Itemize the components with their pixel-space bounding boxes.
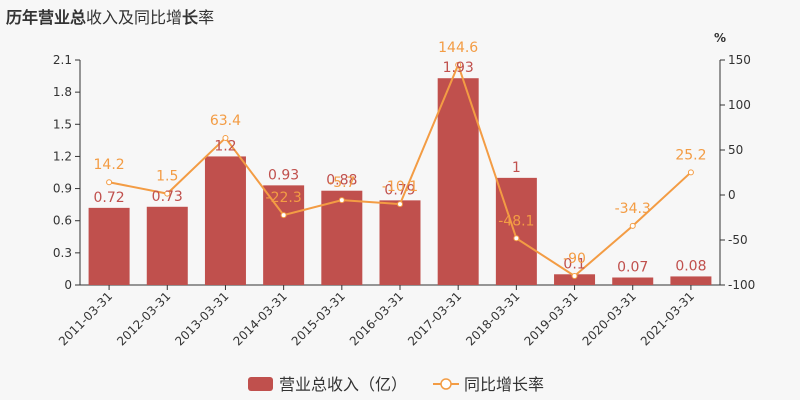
x-tick-label: 2014-03-31	[231, 289, 290, 348]
revenue-bar[interactable]	[321, 190, 363, 285]
growth-rate-label: 144.6	[438, 40, 478, 56]
title-part-5: 率	[198, 8, 215, 27]
growth-rate-point[interactable]	[513, 235, 520, 242]
revenue-bar[interactable]	[146, 206, 188, 285]
revenue-bar-label: 0.93	[268, 167, 299, 183]
growth-rate-label: -22.3	[266, 190, 302, 206]
revenue-bar-label: 0.73	[152, 189, 183, 205]
left-tick-label: 0.6	[53, 214, 72, 228]
revenue-bar-label: 0.72	[94, 190, 125, 206]
data-labels: 0.72 0.73 1.2 0.93 0.88 0.79 1.93 1 0.1 0.07 0.08 1…	[94, 40, 707, 276]
growth-rate-point[interactable]	[164, 190, 171, 197]
left-tick-label: 2.1	[53, 53, 72, 67]
right-tick-label: 0	[728, 188, 736, 202]
revenue-bar[interactable]	[437, 78, 479, 285]
x-tick-label: 2011-03-31	[56, 289, 115, 348]
left-tick-label: 0	[64, 278, 72, 292]
right-tick-label: 100	[728, 98, 751, 112]
legend-bar-label: 营业总收入（亿）	[279, 375, 407, 394]
revenue-bar-label: 0.1	[563, 256, 585, 272]
bar-series	[88, 78, 712, 286]
x-tick-label: 2021-03-31	[638, 289, 697, 348]
revenue-bar-label: 0.08	[675, 258, 706, 274]
growth-rate-label: -48.1	[498, 213, 534, 229]
revenue-bar[interactable]	[88, 207, 130, 285]
x-tick-label: 2013-03-31	[172, 289, 231, 348]
growth-rate-point[interactable]	[687, 169, 694, 176]
title-part-4: 长	[182, 8, 199, 27]
x-tick-label: 2019-03-31	[521, 289, 580, 348]
right-tick-label: -100	[728, 278, 755, 292]
revenue-bar[interactable]	[670, 276, 712, 285]
revenue-bar[interactable]	[554, 274, 596, 285]
left-tick-label: 0.3	[53, 246, 72, 260]
growth-rate-label: -5.7	[328, 175, 355, 191]
growth-rate-point[interactable]	[397, 201, 403, 208]
x-tick-label: 2018-03-31	[463, 289, 522, 348]
growth-rate-point[interactable]	[338, 197, 345, 204]
growth-rate-point[interactable]	[571, 273, 578, 279]
x-tick-label: 2012-03-31	[114, 289, 173, 348]
left-tick-label: 1.2	[53, 149, 72, 163]
revenue-bar[interactable]	[263, 185, 305, 285]
growth-rate-label: 63.4	[210, 113, 241, 129]
revenue-bar[interactable]	[204, 156, 246, 285]
right-tick-label: -50	[728, 233, 748, 247]
legend-line-marker	[440, 378, 452, 390]
revenue-bar-label: 1.93	[443, 60, 474, 76]
right-tick-label: 150	[728, 53, 751, 67]
title-part-2: 营业总	[38, 8, 87, 27]
legend[interactable]: 营业总收入（亿） 同比增长率	[248, 375, 544, 394]
x-tick-label: 2016-03-31	[347, 289, 406, 348]
growth-rate-point[interactable]	[280, 212, 287, 219]
left-tick-label: 0.9	[53, 182, 72, 196]
revenue-bar-label: 0.07	[617, 260, 648, 276]
left-tick-label: 1.8	[53, 85, 72, 99]
revenue-bar-label: 1	[512, 160, 521, 176]
x-tick-label: 2017-03-31	[405, 289, 464, 348]
growth-rate-point[interactable]	[455, 61, 462, 68]
growth-rate-label: 25.2	[675, 147, 706, 163]
growth-rate-label: -90	[563, 251, 586, 267]
revenue-bar-label: 0.79	[384, 182, 415, 198]
legend-line-label: 同比增长率	[464, 375, 544, 394]
revenue-bar[interactable]	[379, 200, 421, 285]
growth-rate-point[interactable]	[629, 222, 636, 229]
title-part-3: 收入及同比增	[86, 8, 183, 27]
x-tick-label: 2020-03-31	[580, 289, 639, 348]
title-part-1: 历年	[6, 8, 39, 27]
growth-rate-label: 1.5	[156, 169, 178, 185]
legend-bar-swatch	[248, 377, 273, 391]
right-axis-unit: %	[714, 31, 726, 45]
x-tick-label: 2015-03-31	[289, 289, 348, 348]
growth-rate-point[interactable]	[222, 134, 229, 141]
revenue-bar[interactable]	[612, 277, 654, 286]
growth-rate-label: -10.1	[382, 179, 418, 195]
chart-title: 历年营业总收入及同比增长率	[6, 4, 214, 28]
growth-rate-point[interactable]	[106, 179, 113, 186]
revenue-bar-label: 0.88	[326, 173, 357, 189]
growth-rate-label: -34.3	[615, 201, 651, 217]
right-tick-label: 50	[728, 143, 743, 157]
line-series	[106, 61, 694, 279]
revenue-bar-label: 1.2	[214, 138, 236, 154]
growth-rate-label: 14.2	[94, 157, 125, 173]
left-tick-label: 1.5	[53, 117, 72, 131]
